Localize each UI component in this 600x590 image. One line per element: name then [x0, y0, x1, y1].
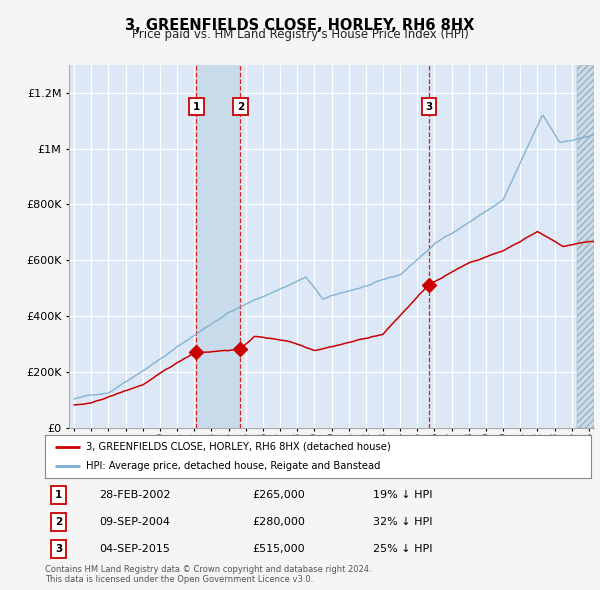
- Text: 09-SEP-2004: 09-SEP-2004: [100, 517, 170, 527]
- Text: 3: 3: [425, 101, 433, 112]
- Bar: [196, 65, 241, 428]
- Text: 28-FEB-2002: 28-FEB-2002: [100, 490, 171, 500]
- Text: 2: 2: [55, 517, 62, 527]
- Bar: [577, 65, 594, 428]
- Text: 3: 3: [55, 543, 62, 553]
- Text: 1: 1: [55, 490, 62, 500]
- Text: This data is licensed under the Open Government Licence v3.0.: This data is licensed under the Open Gov…: [45, 575, 313, 584]
- Text: 19% ↓ HPI: 19% ↓ HPI: [373, 490, 432, 500]
- Text: Price paid vs. HM Land Registry's House Price Index (HPI): Price paid vs. HM Land Registry's House …: [131, 28, 469, 41]
- Text: 3, GREENFIELDS CLOSE, HORLEY, RH6 8HX: 3, GREENFIELDS CLOSE, HORLEY, RH6 8HX: [125, 18, 475, 32]
- Text: 3, GREENFIELDS CLOSE, HORLEY, RH6 8HX (detached house): 3, GREENFIELDS CLOSE, HORLEY, RH6 8HX (d…: [86, 442, 391, 452]
- Text: 04-SEP-2015: 04-SEP-2015: [100, 543, 170, 553]
- Text: HPI: Average price, detached house, Reigate and Banstead: HPI: Average price, detached house, Reig…: [86, 461, 380, 471]
- Text: £265,000: £265,000: [253, 490, 305, 500]
- Text: £515,000: £515,000: [253, 543, 305, 553]
- Text: 2: 2: [237, 101, 244, 112]
- Text: £280,000: £280,000: [253, 517, 305, 527]
- Text: 1: 1: [193, 101, 200, 112]
- Text: Contains HM Land Registry data © Crown copyright and database right 2024.: Contains HM Land Registry data © Crown c…: [45, 565, 371, 574]
- Text: 32% ↓ HPI: 32% ↓ HPI: [373, 517, 432, 527]
- Text: 25% ↓ HPI: 25% ↓ HPI: [373, 543, 432, 553]
- Bar: [577, 65, 594, 428]
